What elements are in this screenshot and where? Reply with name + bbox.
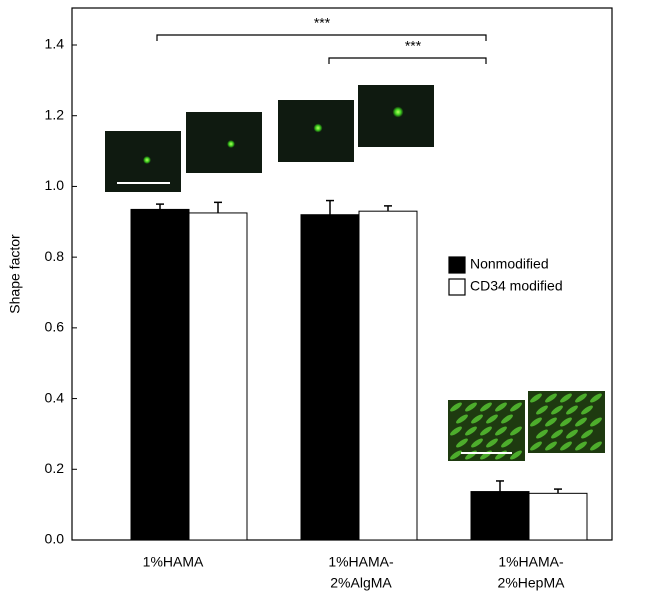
y-tick-label: 0.4 xyxy=(45,389,65,405)
y-tick-label: 0.6 xyxy=(45,319,65,335)
cell xyxy=(590,417,602,427)
cell xyxy=(545,417,557,427)
cell xyxy=(456,438,468,448)
cell xyxy=(566,429,578,439)
y-tick-label: 1.2 xyxy=(45,106,65,122)
cell xyxy=(486,438,498,448)
cell xyxy=(510,450,522,460)
cell xyxy=(560,417,572,427)
cell xyxy=(545,393,557,403)
error-bar xyxy=(384,205,392,212)
cell xyxy=(471,414,483,424)
error-bar xyxy=(554,488,562,494)
bar xyxy=(188,212,248,541)
cell xyxy=(450,450,462,460)
x-tick-label: 2%AlgMA xyxy=(330,575,392,591)
cell xyxy=(486,414,498,424)
cell xyxy=(450,426,462,436)
cell xyxy=(575,393,587,403)
error-bar xyxy=(496,480,504,492)
legend-label: CD34 modified xyxy=(470,278,563,294)
cell xyxy=(566,405,578,415)
significance-label: *** xyxy=(314,15,331,31)
error-bar xyxy=(326,199,334,215)
significance-bracket xyxy=(328,57,487,64)
cell xyxy=(536,405,548,415)
cell xyxy=(590,441,602,451)
cell xyxy=(456,414,468,424)
cell xyxy=(530,417,542,427)
bar xyxy=(300,214,360,541)
bar xyxy=(358,210,418,541)
y-axis-label: Shape factor xyxy=(7,234,23,314)
y-tick-label: 0.0 xyxy=(45,531,65,547)
cell xyxy=(510,426,522,436)
cell xyxy=(575,417,587,427)
significance-bracket xyxy=(156,34,487,41)
bar xyxy=(470,491,530,541)
cell xyxy=(560,441,572,451)
cell xyxy=(551,429,563,439)
cell xyxy=(465,426,477,436)
cell xyxy=(590,393,602,403)
cell xyxy=(501,438,513,448)
cell xyxy=(560,393,572,403)
cell xyxy=(551,405,563,415)
micrograph-insets xyxy=(105,85,605,461)
cell xyxy=(536,429,548,439)
cell xyxy=(495,426,507,436)
error-bar xyxy=(214,201,222,213)
cell xyxy=(465,402,477,412)
cell xyxy=(471,438,483,448)
error-bar xyxy=(156,203,164,210)
x-tick-label: 1%HAMA xyxy=(143,554,204,570)
cell xyxy=(510,402,522,412)
x-tick-label: 1%HAMA- xyxy=(498,554,564,570)
y-tick-label: 0.2 xyxy=(45,460,65,476)
cell xyxy=(530,441,542,451)
cell xyxy=(530,393,542,403)
cell xyxy=(581,429,593,439)
cell xyxy=(480,426,492,436)
legend-swatch xyxy=(448,256,466,274)
x-tick-label: 1%HAMA- xyxy=(328,554,394,570)
cell xyxy=(545,441,557,451)
y-tick-label: 1.4 xyxy=(45,36,65,52)
significance-label: *** xyxy=(405,38,422,54)
cell xyxy=(501,414,513,424)
bar xyxy=(528,492,588,541)
cell xyxy=(480,402,492,412)
x-tick-label: 2%HepMA xyxy=(498,575,566,591)
cell xyxy=(575,441,587,451)
cell xyxy=(581,405,593,415)
cell xyxy=(495,402,507,412)
cell xyxy=(450,402,462,412)
legend-label: Nonmodified xyxy=(470,256,549,272)
bar xyxy=(130,208,190,541)
y-tick-label: 0.8 xyxy=(45,248,65,264)
y-tick-label: 1.0 xyxy=(45,177,65,193)
legend-swatch xyxy=(448,278,466,296)
